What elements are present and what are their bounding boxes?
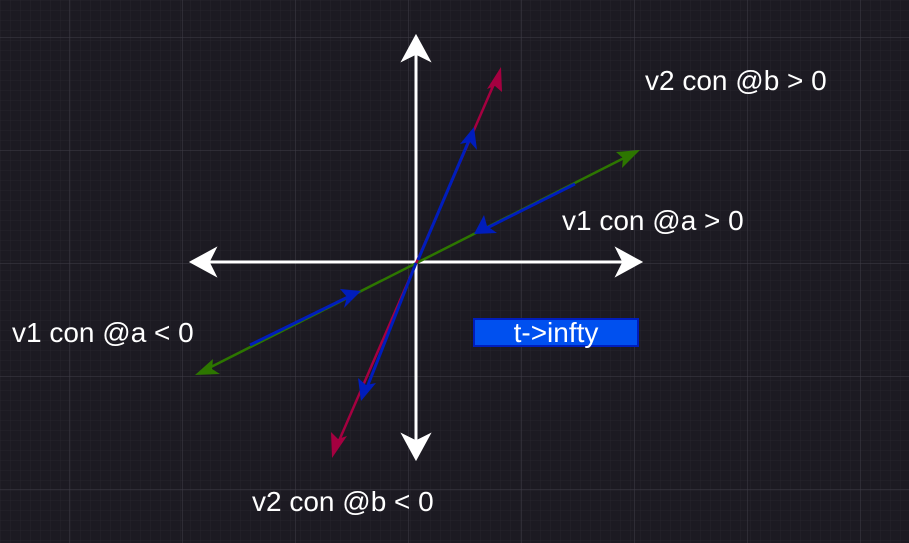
v1-neg-arrow-icon: [195, 359, 220, 375]
v1-pos-arrow-icon: [616, 150, 640, 168]
v2-pos-arrow-icon: [487, 67, 502, 92]
x-axis-left-arrow-icon: [188, 246, 218, 278]
axes: [188, 33, 644, 462]
flow-v1-pos-arrow-icon: [474, 215, 497, 234]
flow-v1-neg-line: [249, 294, 351, 347]
limit-box: t->infty: [473, 317, 639, 348]
flow-v2-neg-line: [364, 262, 418, 391]
label-v2-negative: v2 con @b < 0: [252, 486, 434, 517]
flow-v2-pos-line: [416, 137, 472, 261]
y-axis-top-arrow-icon: [400, 33, 432, 63]
v2-neg-arrow-icon: [331, 432, 347, 458]
flow-v2-pos-arrow-icon: [460, 127, 477, 150]
label-v2-positive: v2 con @b > 0: [645, 65, 827, 96]
y-axis-bottom-arrow-icon: [400, 432, 432, 462]
x-axis-right-arrow-icon: [614, 246, 644, 278]
flow-v1-neg-arrow-icon: [340, 289, 361, 308]
label-v1-positive: v1 con @a > 0: [562, 205, 744, 236]
flow-v1-pos-line: [484, 182, 576, 231]
flow-arrows: [249, 127, 576, 401]
label-v1-negative: v1 con @a < 0: [12, 317, 194, 348]
flow-v2-neg-arrow-icon: [358, 378, 376, 401]
